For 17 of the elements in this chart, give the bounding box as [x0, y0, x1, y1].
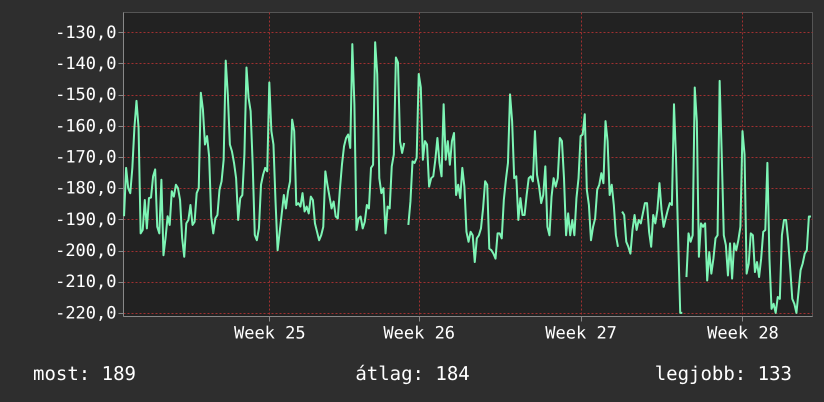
- x-tick-label: Week 25: [234, 324, 306, 344]
- text: most: 189: [33, 363, 136, 385]
- y-tick-label: -130,0: [55, 22, 116, 43]
- y-tick-label: -150,0: [55, 85, 116, 106]
- x-tick-label: Week 28: [707, 324, 779, 344]
- y-tick-label: -200,0: [55, 241, 116, 262]
- y-tick-label: -220,0: [55, 303, 116, 324]
- y-tick-label: -210,0: [55, 272, 116, 292]
- y-tick-label: -170,0: [55, 147, 116, 168]
- text: átlag: 184: [355, 363, 470, 385]
- y-tick-label: -140,0: [55, 54, 116, 74]
- y-tick-label: -180,0: [55, 178, 116, 199]
- x-tick-label: Week 27: [545, 324, 617, 344]
- text: legjobb: 133: [654, 363, 792, 385]
- x-tick-label: Week 26: [383, 324, 456, 344]
- y-tick-label: -190,0: [55, 210, 116, 230]
- y-tick-label: -160,0: [55, 116, 116, 136]
